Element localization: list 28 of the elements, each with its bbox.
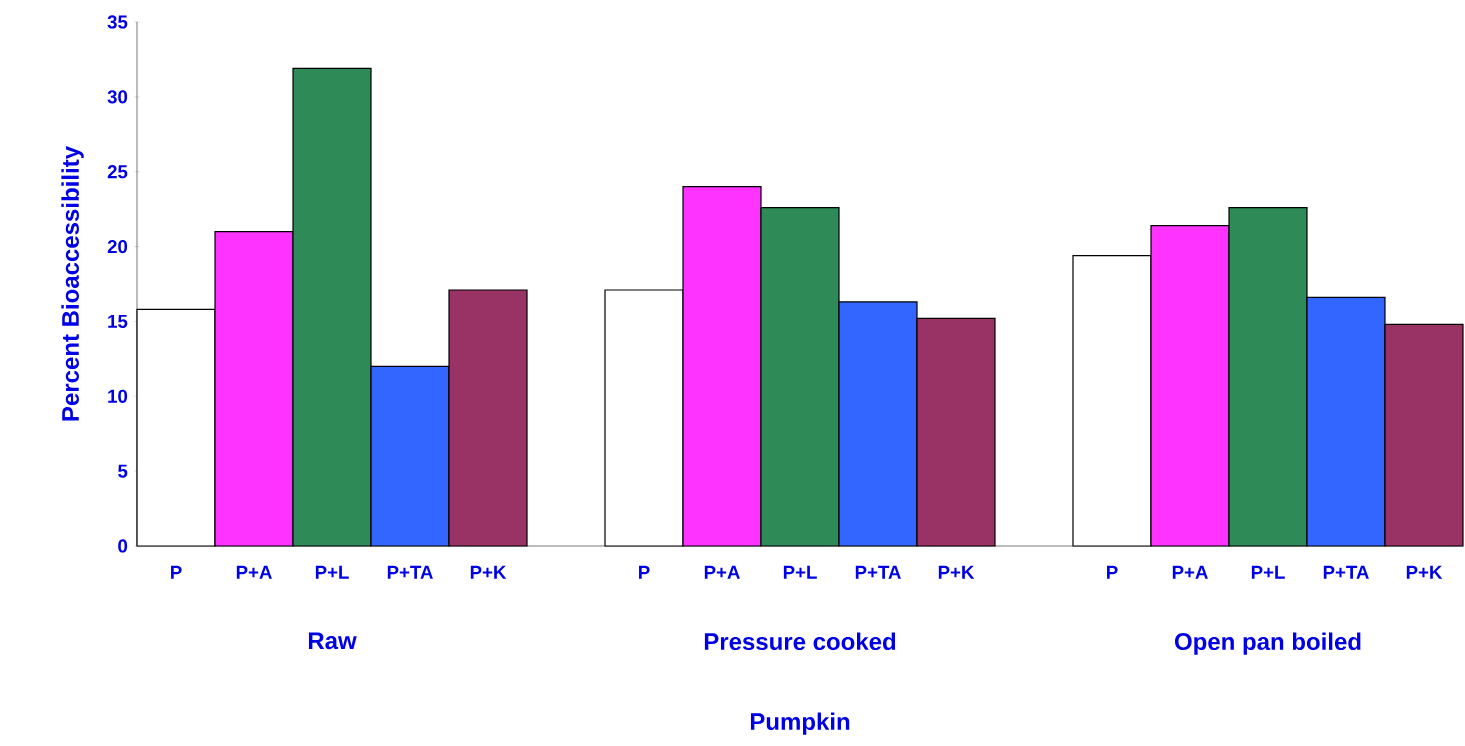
y-tick-label: 25 (107, 165, 128, 179)
y-tick-label: 15 (108, 314, 128, 328)
text: Open pan boiled (1174, 632, 1361, 655)
y-tick-label: 0 (118, 539, 128, 553)
x-tick-label: P+L (315, 565, 349, 579)
x-tick-label: P (639, 565, 650, 579)
y-tick-label: 20 (107, 239, 128, 254)
y-axis-title: Percent Bioaccessibility (61, 146, 84, 421)
text: Raw (308, 632, 357, 650)
x-tick-label: P+A (236, 565, 272, 579)
y-tick-label: 10 (108, 389, 128, 403)
y-tick-label: 35 (107, 15, 128, 29)
x-tick-label: P+TA (387, 565, 433, 579)
y-tick-label: 30 (107, 90, 128, 104)
x-tick-label: P (1107, 565, 1118, 579)
x-tick-label: P+A (704, 565, 740, 579)
x-tick-label: P+K (1406, 565, 1443, 579)
y-tick-label: 5 (118, 464, 128, 478)
x-tick-label: P+K (470, 565, 507, 579)
x-tick-label: P+A (1172, 565, 1208, 579)
x-tick-label: P+K (938, 565, 975, 579)
x-tick-label: P+TA (1323, 565, 1369, 579)
x-tick-label: P+L (783, 565, 817, 579)
x-tick-label: P (171, 565, 182, 579)
x-tick-label: P+TA (855, 565, 901, 579)
x-tick-label: P+L (1251, 565, 1285, 579)
text: Pressure cooked (704, 632, 896, 651)
text: Pumpkin (750, 712, 850, 735)
